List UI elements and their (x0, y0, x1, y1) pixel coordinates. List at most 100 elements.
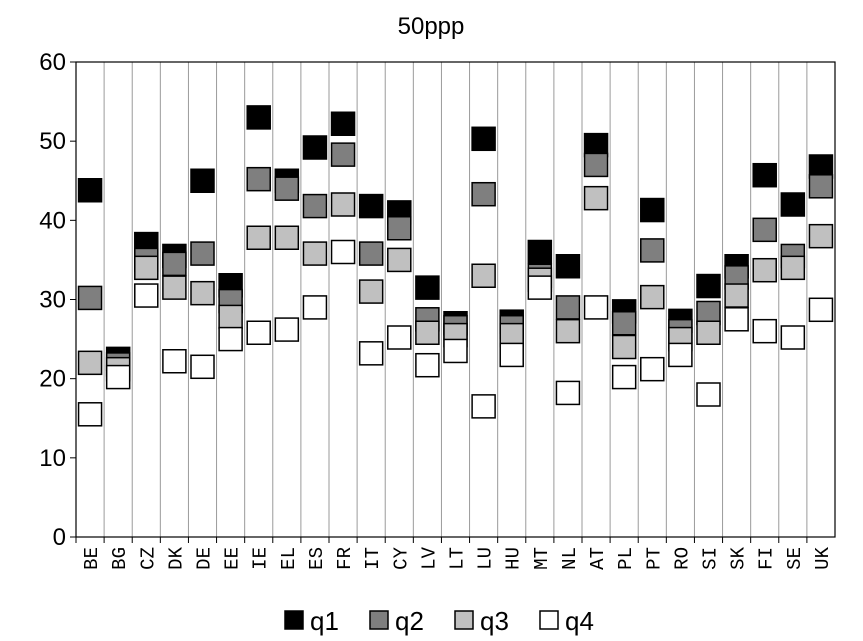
data-point-q4-RO (668, 342, 693, 368)
data-point-q1-SI (696, 273, 721, 299)
x-tick-label: UK (812, 546, 834, 569)
data-point-q4-UK (808, 297, 834, 323)
data-point-q2-BE (77, 285, 103, 311)
x-tick-label: IE (250, 547, 272, 570)
x-tick-label: IT (362, 547, 384, 570)
data-point-q3-AT (583, 185, 609, 211)
data-point-q1-FI (752, 162, 777, 188)
data-point-q1-LV (415, 275, 440, 300)
data-point-q2-ES (302, 193, 328, 219)
data-point-q2-PT (640, 238, 665, 263)
legend-label-q1: q1 (310, 606, 339, 636)
data-point-q4-LV (415, 352, 440, 378)
y-axis: 0 10 20 30 40 50 60 (39, 49, 76, 551)
data-point-q2-UK (808, 174, 834, 199)
data-point-q2-EL (274, 176, 300, 201)
legend-marker-q4 (539, 610, 559, 630)
data-point-q3-PT (640, 284, 665, 310)
x-tick-label: NL (559, 547, 581, 570)
x-tick-label: LV (418, 546, 440, 569)
data-point-q3-DK (162, 275, 187, 300)
data-point-q1-PT (640, 197, 665, 223)
y-tick-label: 30 (39, 287, 66, 314)
x-tick-label: CZ (137, 547, 159, 570)
chart-title: 50ppp (398, 13, 465, 40)
data-point-q3-UK (808, 223, 834, 249)
data-point-q4-CY (387, 325, 412, 350)
legend: q1 q2 q3 q4 (284, 606, 594, 636)
x-tick-label: FI (756, 547, 778, 570)
legend-label-q4: q4 (565, 606, 594, 636)
data-point-q2-CY (387, 216, 412, 241)
data-point-q2-NL (555, 295, 581, 320)
series-q3 (77, 185, 834, 382)
data-point-q3-SE (780, 255, 806, 281)
data-point-q3-DE (190, 280, 215, 306)
plot-border (75, 61, 836, 538)
data-point-q4-SE (780, 325, 806, 350)
data-point-q4-EE (218, 326, 243, 352)
data-point-q3-FR (330, 192, 356, 217)
data-point-q2-IT (358, 241, 384, 266)
data-point-q3-SI (696, 320, 721, 345)
data-point-q3-IT (358, 279, 384, 304)
data-point-q3-FI (752, 257, 777, 283)
data-point-q3-LU (471, 263, 496, 288)
data-point-q4-PL (611, 364, 637, 390)
legend-label-q3: q3 (480, 606, 509, 636)
data-point-q4-EL (274, 317, 300, 342)
x-tick-label: BG (109, 547, 131, 570)
x-axis: BE BG CZ DK DE EE IE EL ES FR IT CY LV LT LU HU MT NL AT PL… (75, 537, 834, 570)
data-point-q2-PL (611, 311, 637, 336)
data-point-q3-PL (611, 334, 637, 360)
x-tick-label: LT (447, 547, 469, 570)
data-point-q1-LU (471, 126, 496, 152)
plot-area (77, 105, 834, 427)
data-point-q3-SK (724, 283, 749, 308)
data-point-q4-IE (246, 320, 271, 345)
data-point-q4-PT (640, 356, 665, 382)
y-tick-label: 60 (39, 49, 66, 76)
x-tick-label: CY (390, 546, 412, 569)
data-point-q4-IT (358, 341, 384, 366)
data-point-q4-AT (583, 295, 609, 320)
data-point-q2-FI (752, 217, 777, 243)
data-point-q1-IT (358, 193, 384, 219)
data-point-q1-ES (302, 135, 328, 160)
data-point-q4-ES (302, 295, 328, 320)
data-point-q4-LT (443, 338, 468, 364)
legend-marker-q3 (454, 610, 474, 630)
data-point-q3-CY (387, 247, 412, 273)
x-tick-label: EL (278, 547, 300, 570)
data-point-q3-EE (218, 304, 243, 330)
data-point-q2-FR (330, 142, 356, 167)
y-tick-label: 0 (53, 524, 66, 551)
data-point-q4-FI (752, 318, 777, 344)
data-point-q4-LU (471, 394, 496, 419)
x-tick-label: DK (165, 546, 187, 569)
x-tick-label: AT (587, 547, 609, 570)
x-tick-label: BE (81, 547, 103, 570)
data-point-q1-DE (190, 168, 215, 193)
data-point-q3-CZ (134, 255, 159, 281)
data-point-q3-IE (246, 225, 271, 250)
series-q4 (77, 239, 834, 427)
x-tick-label: FR (334, 547, 356, 570)
grid (75, 61, 836, 538)
data-point-q4-SK (724, 307, 749, 332)
data-point-q4-MT (527, 275, 553, 300)
x-tick-label: ES (306, 547, 328, 570)
data-point-q4-DE (190, 354, 215, 380)
x-tick-label: EE (222, 547, 244, 570)
data-point-q1-BE (77, 178, 103, 203)
x-tick-label: SI (700, 547, 722, 570)
data-point-q2-DK (162, 251, 187, 277)
y-tick-label: 50 (39, 128, 66, 155)
x-tick-label: RO (671, 547, 693, 570)
data-point-q1-FR (330, 111, 356, 136)
data-point-q3-LV (415, 320, 440, 345)
x-tick-label: SK (728, 546, 750, 569)
legend-marker-q2 (369, 610, 389, 630)
data-point-q4-BE (77, 402, 103, 427)
y-tick-label: 20 (39, 366, 66, 393)
